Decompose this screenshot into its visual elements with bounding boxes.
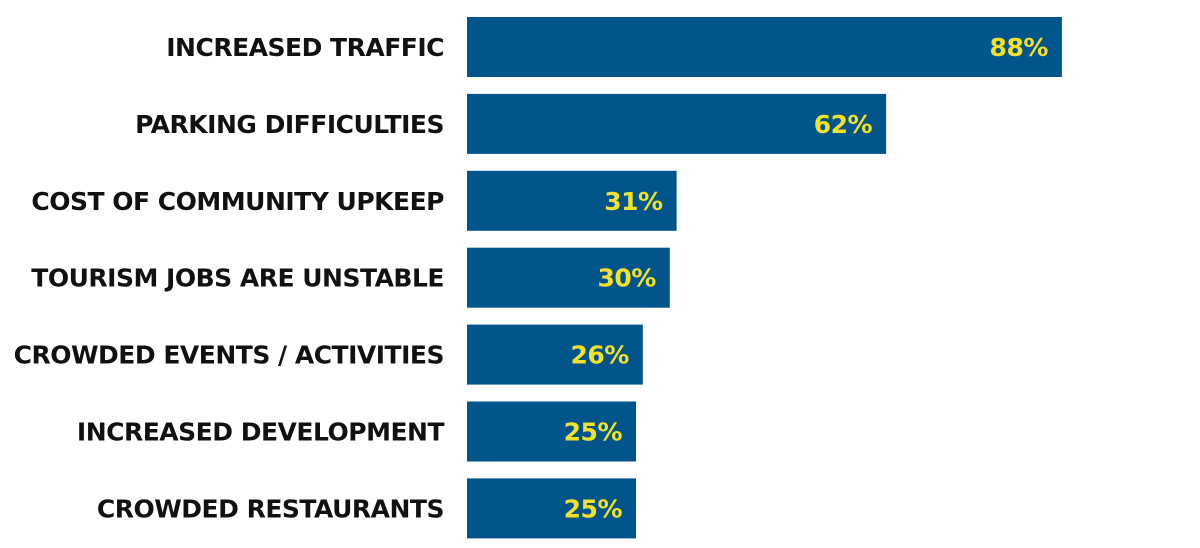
bar-7 — [467, 478, 636, 539]
bars-group — [467, 17, 1062, 539]
value-label-1: 88% — [990, 33, 1049, 62]
category-label-3: COST OF COMMUNITY UPKEEP — [31, 187, 444, 216]
value-label-4: 30% — [597, 264, 656, 293]
category-label-4: TOURISM JOBS ARE UNSTABLE — [31, 264, 444, 293]
bar-5 — [467, 324, 643, 385]
bar-1 — [467, 17, 1062, 77]
category-label-6: INCREASED DEVELOPMENT — [77, 418, 445, 447]
value-label-2: 62% — [814, 110, 873, 139]
value-label-7: 25% — [564, 494, 623, 523]
category-label-7: CROWDED RESTAURANTS — [97, 494, 444, 523]
value-label-5: 26% — [570, 341, 629, 370]
bar-3 — [467, 170, 677, 231]
category-label-1: INCREASED TRAFFIC — [166, 33, 444, 62]
value-label-3: 31% — [604, 187, 663, 216]
bar-4 — [467, 247, 670, 308]
value-label-6: 25% — [564, 418, 623, 447]
bar-2 — [467, 93, 887, 154]
category-labels-group: INCREASED TRAFFIC PARKING DIFFICULTIES COS… — [14, 33, 445, 523]
category-label-2: PARKING DIFFICULTIES — [135, 110, 444, 139]
bar-6 — [467, 401, 636, 462]
value-labels-group: 88% 62% 31% 30% 26% 25% 25% — [564, 33, 1049, 523]
category-label-5: CROWDED EVENTS / ACTIVITIES — [14, 341, 444, 370]
